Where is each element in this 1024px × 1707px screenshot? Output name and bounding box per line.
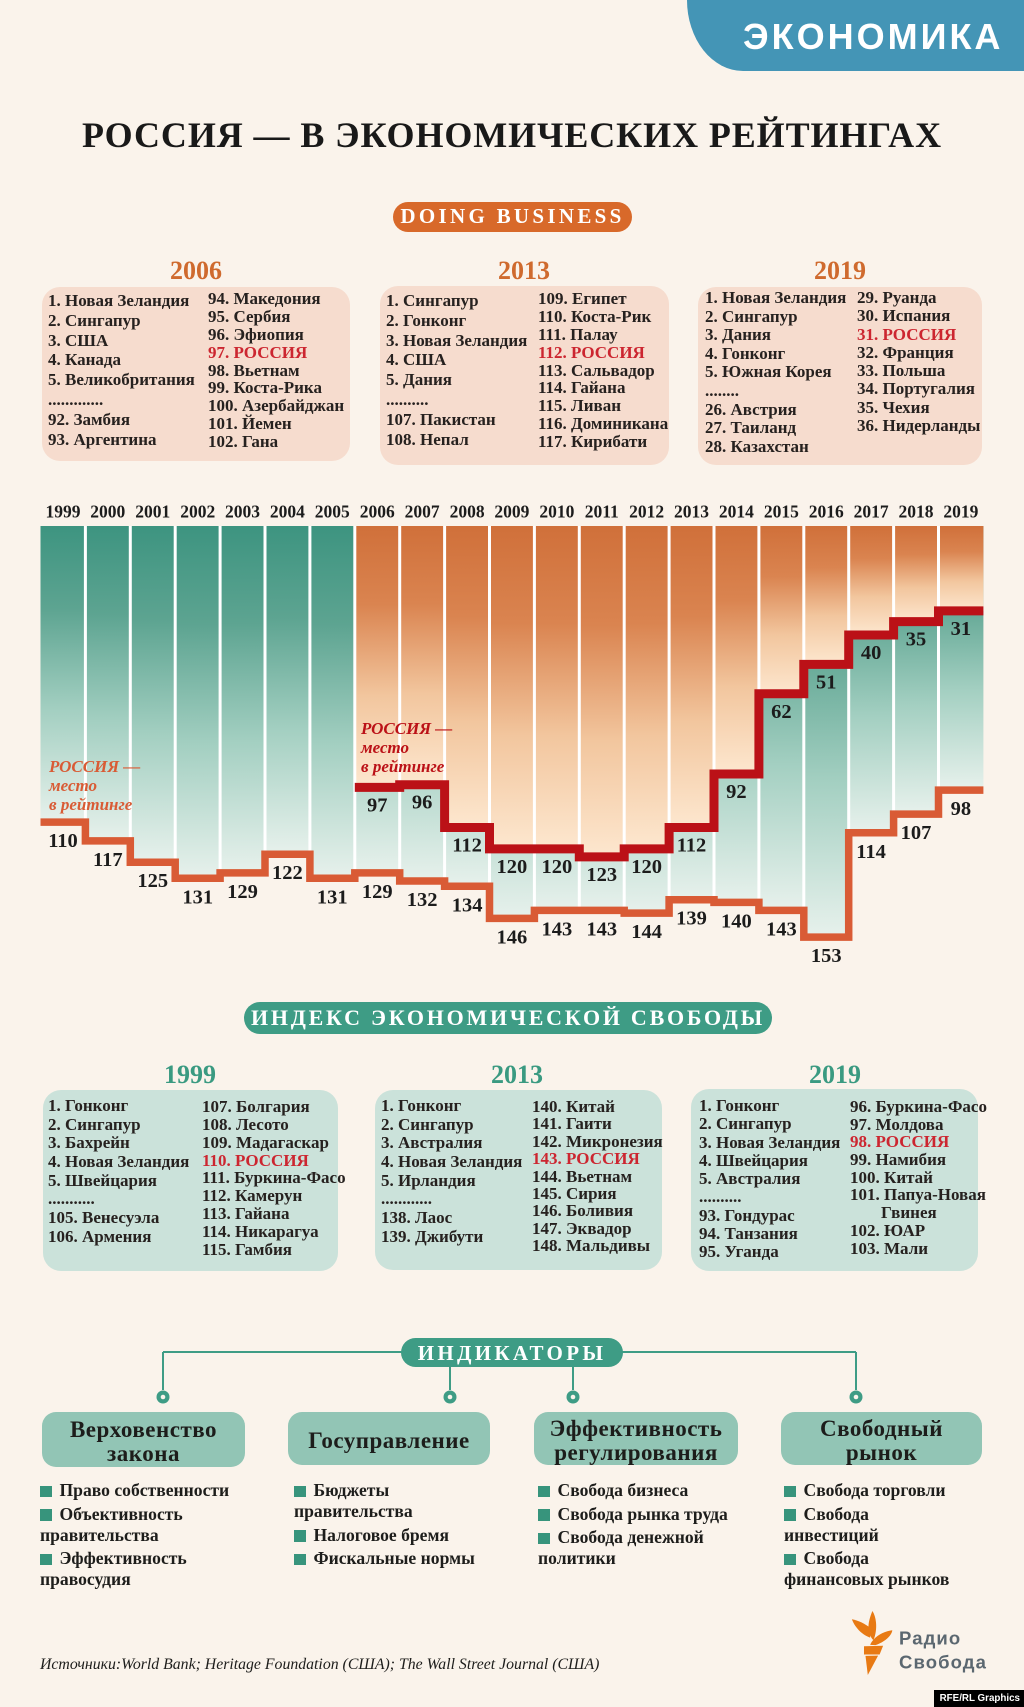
svg-text:2016: 2016	[809, 502, 844, 522]
svg-text:143: 143	[766, 918, 797, 940]
svg-text:120: 120	[497, 856, 528, 878]
svg-text:в рейтинге: в рейтинге	[361, 757, 445, 776]
svg-text:96: 96	[412, 792, 433, 814]
svg-text:ИНДИКАТОРЫ: ИНДИКАТОРЫ	[418, 1341, 607, 1365]
svg-text:132: 132	[407, 889, 438, 911]
svg-text:2015: 2015	[764, 502, 799, 522]
svg-text:2004: 2004	[270, 502, 305, 522]
svg-text:97: 97	[367, 794, 388, 816]
svg-text:143: 143	[542, 918, 573, 940]
svg-text:место: место	[360, 738, 409, 757]
svg-text:120: 120	[542, 856, 573, 878]
svg-text:2000: 2000	[90, 502, 125, 522]
svg-text:2007: 2007	[405, 502, 440, 522]
svg-text:2011: 2011	[585, 502, 619, 522]
svg-text:153: 153	[811, 945, 842, 967]
svg-text:120: 120	[631, 856, 662, 878]
svg-text:51: 51	[816, 671, 837, 693]
svg-text:РОССИЯ —: РОССИЯ —	[360, 719, 452, 738]
svg-text:2012: 2012	[629, 502, 664, 522]
svg-text:143: 143	[586, 918, 617, 940]
svg-text:2001: 2001	[135, 502, 170, 522]
svg-text:Свобода: Свобода	[899, 1652, 987, 1673]
svg-text:131: 131	[182, 886, 213, 908]
svg-text:131: 131	[317, 886, 348, 908]
svg-text:2006: 2006	[360, 502, 395, 522]
svg-text:2018: 2018	[899, 502, 934, 522]
svg-text:122: 122	[272, 862, 303, 884]
svg-text:место: место	[48, 776, 97, 795]
svg-text:123: 123	[586, 864, 617, 886]
svg-text:35: 35	[906, 629, 927, 651]
svg-text:Радио: Радио	[899, 1628, 961, 1649]
svg-text:2009: 2009	[494, 502, 529, 522]
svg-text:98: 98	[951, 798, 972, 820]
svg-text:140: 140	[721, 910, 752, 932]
svg-text:110: 110	[48, 830, 78, 852]
svg-text:134: 134	[452, 894, 483, 916]
svg-text:31: 31	[951, 618, 972, 640]
svg-text:125: 125	[137, 870, 168, 892]
svg-text:2008: 2008	[450, 502, 485, 522]
svg-text:2010: 2010	[539, 502, 574, 522]
svg-text:112: 112	[677, 835, 707, 857]
svg-text:2003: 2003	[225, 502, 260, 522]
svg-text:144: 144	[631, 921, 662, 943]
svg-text:107: 107	[901, 822, 932, 844]
svg-text:2017: 2017	[854, 502, 889, 522]
svg-text:139: 139	[676, 908, 707, 930]
svg-text:146: 146	[497, 926, 528, 948]
svg-text:2014: 2014	[719, 502, 754, 522]
svg-text:112: 112	[452, 835, 482, 857]
svg-text:62: 62	[771, 701, 792, 723]
svg-text:РОССИЯ —: РОССИЯ —	[48, 757, 140, 776]
svg-text:129: 129	[227, 881, 258, 903]
svg-text:40: 40	[861, 642, 882, 664]
svg-text:2002: 2002	[180, 502, 215, 522]
svg-text:92: 92	[726, 781, 747, 803]
svg-text:114: 114	[856, 841, 886, 863]
svg-text:129: 129	[362, 881, 393, 903]
svg-text:1999: 1999	[46, 502, 81, 522]
svg-text:117: 117	[93, 849, 123, 871]
svg-text:2019: 2019	[943, 502, 978, 522]
svg-text:в рейтинге: в рейтинге	[49, 795, 133, 814]
svg-text:2013: 2013	[674, 502, 709, 522]
svg-text:2005: 2005	[315, 502, 350, 522]
